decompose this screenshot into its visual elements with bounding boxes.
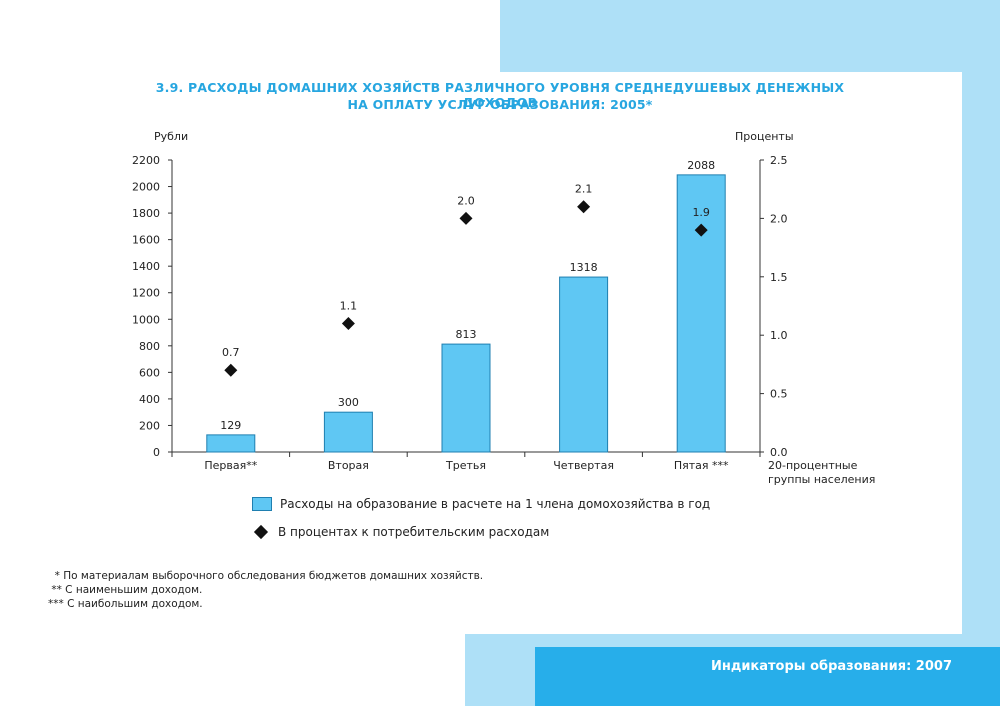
right-axis-tick-label: 1.0	[770, 329, 788, 342]
bar-value-label: 2088	[687, 159, 715, 172]
right-axis-title: Проценты	[735, 130, 794, 143]
left-axis-tick-label: 200	[139, 419, 160, 432]
point-value-label: 0.7	[222, 346, 240, 359]
diamond-point	[694, 223, 708, 237]
legend-item-bars: Расходы на образование в расчете на 1 чл…	[252, 497, 710, 511]
bar-value-label: 300	[338, 396, 359, 409]
left-axis-tick-label: 2200	[132, 154, 160, 167]
diamond-point	[341, 317, 355, 331]
point-value-label: 1.1	[340, 300, 358, 313]
legend-bar-swatch	[252, 497, 272, 511]
bar	[676, 174, 726, 453]
diamond-point	[224, 363, 238, 377]
left-axis-tick-label: 1400	[132, 260, 160, 273]
left-axis-tick-label: 400	[139, 393, 160, 406]
x-axis-category-label: Первая**	[204, 459, 257, 472]
decorative-band-top-right	[500, 0, 1000, 72]
right-axis-tick-label: 2.5	[770, 154, 788, 167]
point-value-label: 1.9	[692, 206, 710, 219]
left-axis-title: Рубли	[154, 130, 189, 143]
x-axis-category-label: Пятая ***	[674, 459, 729, 472]
diamond-point	[459, 211, 473, 225]
bar	[206, 434, 256, 453]
legend-marker-label: В процентах к потребительским расходам	[278, 525, 550, 539]
footnote-3: *** С наибольшим доходом.	[48, 598, 203, 610]
x-axis-title-line-1: 20-процентные	[768, 459, 858, 472]
left-axis-tick-label: 600	[139, 366, 160, 379]
x-axis-category-label: Третья	[445, 459, 486, 472]
left-axis-tick-label: 2000	[132, 181, 160, 194]
left-axis-tick-label: 800	[139, 340, 160, 353]
legend-item-markers: В процентах к потребительским расходам	[252, 524, 550, 540]
left-axis-tick-label: 1200	[132, 287, 160, 300]
footer-band: Индикаторы образования: 2007	[535, 647, 1000, 706]
left-axis-tick-label: 1600	[132, 234, 160, 247]
left-axis-tick-label: 0	[153, 446, 160, 459]
left-axis-tick-label: 1000	[132, 313, 160, 326]
bar	[323, 411, 373, 453]
legend-diamond-marker	[253, 524, 269, 540]
bar	[559, 276, 609, 453]
right-axis-tick-label: 0.0	[770, 446, 788, 459]
point-value-label: 2.1	[575, 183, 593, 196]
left-axis-tick-label: 1800	[132, 207, 160, 220]
x-axis-category-label: Четвертая	[553, 459, 614, 472]
bar-value-label: 1318	[570, 261, 598, 274]
chart-title-line-1: 3.9. РАСХОДЫ ДОМАШНИХ ХОЗЯЙСТВ РАЗЛИЧНОГ…	[155, 80, 845, 110]
chart-title-line-2: НА ОПЛАТУ УСЛУГ ОБРАЗОВАНИЯ: 2005*	[347, 97, 653, 112]
x-axis-category-label: Вторая	[328, 459, 369, 472]
x-axis-title-line-2: группы населения	[768, 473, 876, 486]
legend-bar-label: Расходы на образование в расчете на 1 чл…	[280, 497, 711, 511]
right-axis-tick-label: 2.0	[770, 212, 788, 225]
footer-text: Индикаторы образования: 2007	[710, 659, 952, 674]
right-axis-tick-label: 1.5	[770, 271, 788, 284]
bar-value-label: 813	[456, 328, 477, 341]
bar	[441, 343, 491, 453]
footnote-1: * По материалам выборочного обследования…	[48, 570, 484, 582]
point-value-label: 2.0	[457, 194, 475, 207]
diamond-point	[577, 200, 591, 214]
bar-value-label: 129	[220, 419, 241, 432]
right-axis-tick-label: 0.5	[770, 388, 788, 401]
footnote-2: ** С наименьшим доходом.	[48, 584, 203, 596]
decorative-band-right	[962, 72, 1000, 634]
